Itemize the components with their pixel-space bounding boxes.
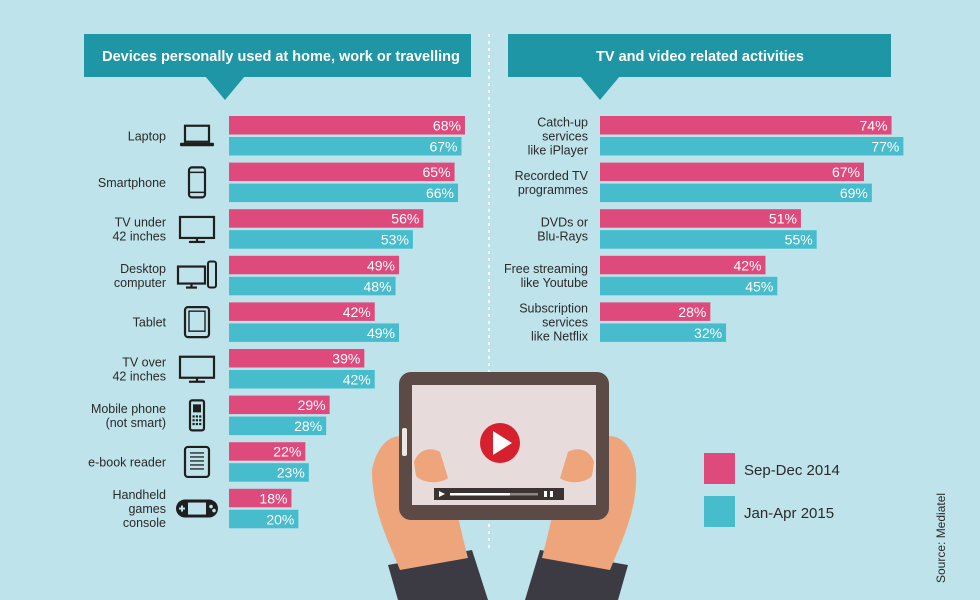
right-chart-title: TV and video related activities bbox=[596, 49, 804, 65]
bar-mobile-phone-not-smart-sep-dec-2014 bbox=[229, 395, 330, 415]
category-label-dvds-or-blu-rays: DVDs or Blu-Rays bbox=[537, 215, 588, 243]
legend-swatch-jan-apr-2015 bbox=[704, 496, 735, 527]
bar-tablet-jan-apr-2015 bbox=[229, 323, 400, 342]
data-label-recorded-tv-programmes-sep-dec-2014: 67% bbox=[832, 164, 860, 180]
category-label-mobile-phone-not-smart: Mobile phone (not smart) bbox=[91, 402, 166, 430]
bar-subscription-services-like-netflix-jan-apr-2015 bbox=[600, 323, 727, 342]
bar-tv-under-42-inches-jan-apr-2015 bbox=[229, 230, 413, 249]
legend-label-sep-dec-2014: Sep-Dec 2014 bbox=[744, 462, 840, 479]
legend-label-jan-apr-2015: Jan-Apr 2015 bbox=[744, 505, 834, 522]
data-label-tv-over-42-inches-jan-apr-2015: 42% bbox=[343, 372, 371, 388]
data-label-dvds-or-blu-rays-jan-apr-2015: 55% bbox=[785, 232, 813, 248]
bar-tablet-sep-dec-2014 bbox=[229, 302, 375, 321]
mobile-phone-icon bbox=[188, 399, 206, 432]
left-thumb bbox=[414, 449, 448, 483]
bar-desktop-computer-jan-apr-2015 bbox=[229, 276, 396, 296]
data-label-mobile-phone-not-smart-sep-dec-2014: 29% bbox=[298, 397, 326, 413]
legend: Sep-Dec 2014 Jan-Apr 2015 bbox=[704, 453, 840, 527]
data-label-dvds-or-blu-rays-sep-dec-2014: 51% bbox=[769, 211, 797, 227]
data-label-tv-under-42-inches-jan-apr-2015: 53% bbox=[381, 232, 409, 248]
category-label-recorded-tv-programmes: Recorded TV programmes bbox=[515, 169, 589, 197]
data-label-smartphone-jan-apr-2015: 66% bbox=[426, 185, 454, 201]
data-label-mobile-phone-not-smart-jan-apr-2015: 28% bbox=[294, 418, 322, 434]
tablet-hands-illustration bbox=[372, 372, 637, 600]
data-label-laptop-sep-dec-2014: 68% bbox=[433, 118, 461, 134]
data-label-e-book-reader-sep-dec-2014: 22% bbox=[273, 444, 301, 460]
data-label-e-book-reader-jan-apr-2015: 23% bbox=[277, 465, 305, 481]
bar-tv-over-42-inches-jan-apr-2015 bbox=[229, 370, 375, 389]
data-label-desktop-computer-jan-apr-2015: 48% bbox=[364, 278, 392, 294]
bar-e-book-reader-sep-dec-2014 bbox=[229, 442, 306, 461]
right-thumb bbox=[560, 449, 594, 483]
desktop-icon bbox=[176, 260, 217, 289]
bar-tv-over-42-inches-sep-dec-2014 bbox=[229, 349, 365, 368]
source-label: Source: Mediatel bbox=[934, 493, 948, 583]
data-label-subscription-services-like-netflix-jan-apr-2015: 32% bbox=[694, 325, 722, 341]
category-label-e-book-reader: e-book reader bbox=[88, 455, 166, 469]
left-title-banner: Devices personally used at home, work or… bbox=[84, 34, 471, 100]
data-label-tablet-sep-dec-2014: 42% bbox=[343, 304, 371, 320]
category-label-laptop: Laptop bbox=[128, 129, 166, 143]
bar-handheld-games-console-sep-dec-2014 bbox=[229, 488, 292, 508]
tablet-icon bbox=[183, 306, 211, 339]
bar-recorded-tv-programmes-jan-apr-2015 bbox=[600, 183, 872, 203]
data-label-laptop-jan-apr-2015: 67% bbox=[429, 139, 457, 155]
bar-recorded-tv-programmes-sep-dec-2014 bbox=[600, 162, 864, 182]
smartphone-icon bbox=[187, 166, 207, 199]
category-label-smartphone: Smartphone bbox=[98, 176, 166, 190]
category-label-subscription-services-like-netflix: Subscription services like Netflix bbox=[519, 302, 589, 344]
legend-swatch-sep-dec-2014 bbox=[704, 453, 735, 484]
category-label-tv-under-42-inches: TV under 42 inches bbox=[112, 215, 166, 243]
left-chart-bars: Laptop 68% 67% Smartphone 65% 66% TV under 42 i… bbox=[88, 116, 465, 530]
bar-free-streaming-like-youtube-jan-apr-2015 bbox=[600, 276, 778, 296]
bar-free-streaming-like-youtube-sep-dec-2014 bbox=[600, 255, 766, 275]
data-label-handheld-games-console-jan-apr-2015: 20% bbox=[266, 511, 294, 527]
bar-subscription-services-like-netflix-sep-dec-2014 bbox=[600, 302, 711, 321]
left-chart-title: Devices personally used at home, work or… bbox=[102, 49, 460, 65]
data-label-handheld-games-console-sep-dec-2014: 18% bbox=[259, 490, 287, 506]
data-label-free-streaming-like-youtube-jan-apr-2015: 45% bbox=[745, 278, 773, 294]
ebook-reader-icon bbox=[183, 445, 211, 479]
category-label-catch-up-services-like-iplayer: Catch-up services like iPlayer bbox=[528, 115, 588, 157]
bar-tv-under-42-inches-sep-dec-2014 bbox=[229, 209, 424, 228]
data-label-smartphone-sep-dec-2014: 65% bbox=[423, 164, 451, 180]
category-label-tv-over-42-inches: TV over 42 inches bbox=[112, 355, 166, 383]
bar-e-book-reader-jan-apr-2015 bbox=[229, 463, 309, 482]
category-label-free-streaming-like-youtube: Free streaming like Youtube bbox=[504, 262, 588, 290]
data-label-tablet-jan-apr-2015: 49% bbox=[367, 325, 395, 341]
tv-icon bbox=[178, 355, 216, 383]
left-chart-icons bbox=[176, 124, 218, 518]
bar-laptop-sep-dec-2014 bbox=[229, 116, 465, 135]
bar-dvds-or-blu-rays-sep-dec-2014 bbox=[600, 209, 801, 228]
data-label-free-streaming-like-youtube-sep-dec-2014: 42% bbox=[733, 257, 761, 273]
bar-dvds-or-blu-rays-jan-apr-2015 bbox=[600, 230, 817, 249]
handheld-console-icon bbox=[176, 499, 218, 518]
data-label-desktop-computer-sep-dec-2014: 49% bbox=[367, 257, 395, 273]
bar-desktop-computer-sep-dec-2014 bbox=[229, 255, 400, 275]
data-label-catch-up-services-like-iplayer-jan-apr-2015: 77% bbox=[871, 139, 899, 155]
tv-icon bbox=[178, 215, 216, 244]
bar-smartphone-sep-dec-2014 bbox=[229, 162, 455, 182]
category-label-tablet: Tablet bbox=[133, 316, 167, 330]
bar-handheld-games-console-jan-apr-2015 bbox=[229, 509, 299, 529]
bar-catch-up-services-like-iplayer-jan-apr-2015 bbox=[600, 137, 904, 156]
category-label-desktop-computer: Desktop computer bbox=[114, 262, 166, 290]
data-label-tv-over-42-inches-sep-dec-2014: 39% bbox=[332, 351, 360, 367]
right-chart-bars: Catch-up services like iPlayer 74% 77% Record… bbox=[504, 115, 904, 344]
laptop-icon bbox=[180, 124, 214, 147]
data-label-recorded-tv-programmes-jan-apr-2015: 69% bbox=[840, 185, 868, 201]
bar-catch-up-services-like-iplayer-sep-dec-2014 bbox=[600, 116, 892, 135]
bar-smartphone-jan-apr-2015 bbox=[229, 183, 459, 203]
data-label-tv-under-42-inches-sep-dec-2014: 56% bbox=[391, 211, 419, 227]
bar-laptop-jan-apr-2015 bbox=[229, 137, 462, 156]
right-title-banner: TV and video related activities bbox=[508, 34, 891, 100]
category-label-handheld-games-console: Handheld games console bbox=[112, 488, 166, 530]
data-label-subscription-services-like-netflix-sep-dec-2014: 28% bbox=[678, 304, 706, 320]
data-label-catch-up-services-like-iplayer-sep-dec-2014: 74% bbox=[860, 118, 888, 134]
bar-mobile-phone-not-smart-jan-apr-2015 bbox=[229, 416, 327, 436]
